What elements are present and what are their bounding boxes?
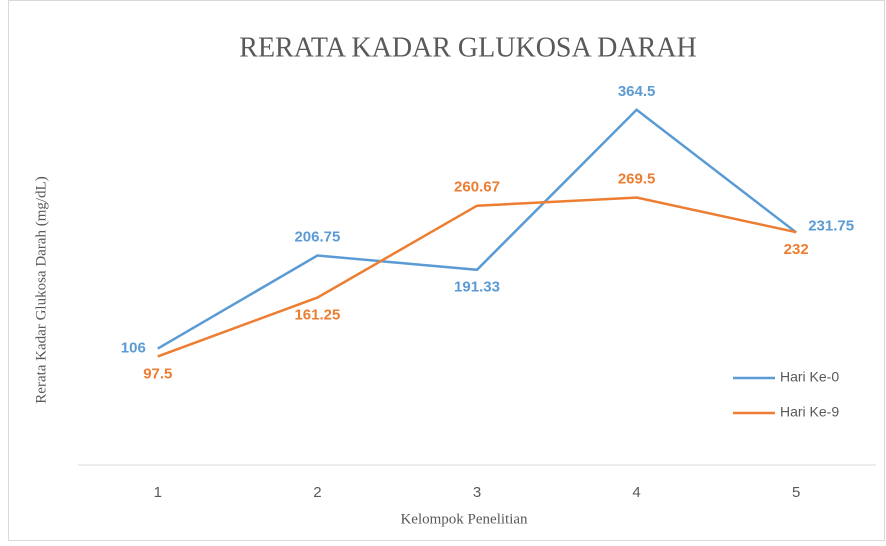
data-label: 191.33 xyxy=(454,279,500,296)
data-label: 364.5 xyxy=(618,83,656,100)
data-line xyxy=(157,108,797,350)
legend-label: Hari Ke-0 xyxy=(780,369,839,385)
data-label: 97.5 xyxy=(143,365,172,382)
x-tick-label: 5 xyxy=(792,484,800,501)
data-label: 106 xyxy=(121,340,146,357)
data-label: 269.5 xyxy=(618,171,656,188)
chart-title: RERATA KADAR GLUKOSA DARAH xyxy=(239,32,696,63)
data-label: 232 xyxy=(784,241,809,258)
x-axis-label: Kelompok Penelitian xyxy=(400,511,528,527)
data-label: 206.75 xyxy=(294,228,340,245)
x-tick-label: 1 xyxy=(154,484,162,501)
data-label: 231.75 xyxy=(808,217,854,234)
y-axis-label: Rerata Kadar Glukosa Darah (mg/dL) xyxy=(33,176,49,403)
data-label: 161.25 xyxy=(294,307,340,324)
x-tick-label: 4 xyxy=(632,484,640,501)
legend-label: Hari Ke-9 xyxy=(780,404,839,420)
x-tick-label: 3 xyxy=(473,484,481,501)
data-line xyxy=(157,196,797,358)
chart-frame xyxy=(8,0,885,541)
x-tick-label: 2 xyxy=(313,484,321,501)
data-label: 260.67 xyxy=(454,179,500,196)
